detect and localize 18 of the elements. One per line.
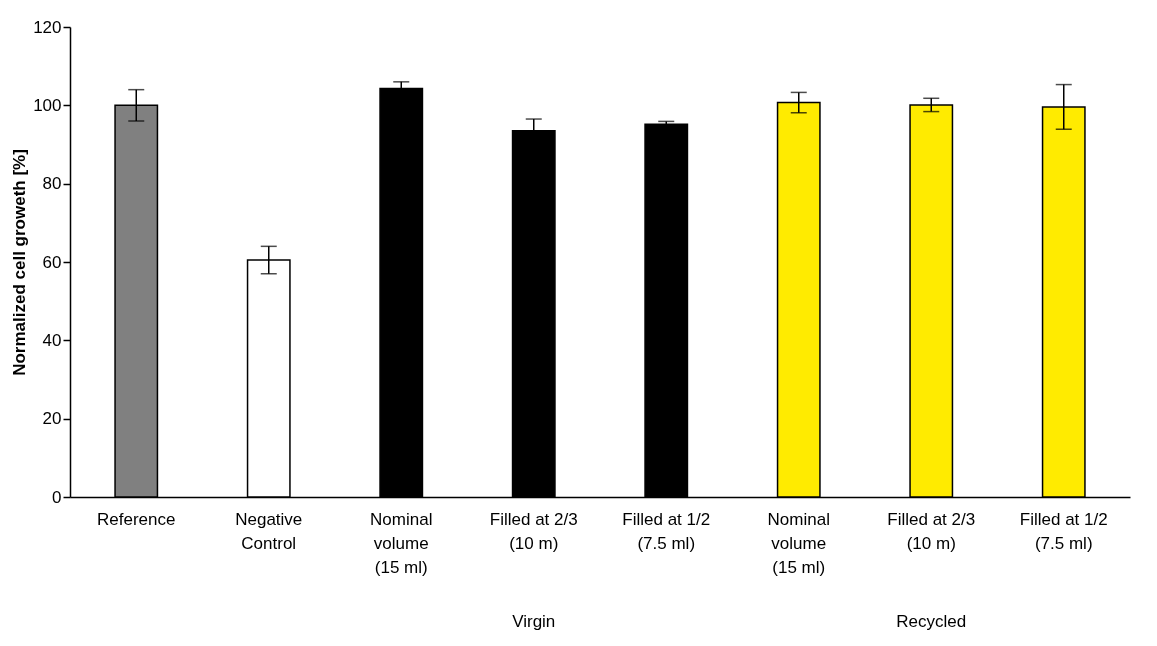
y-tick-label: 20 (42, 409, 62, 429)
y-tick-label: 0 (52, 487, 62, 507)
y-axis-title: Normalized cell groweth [%] (10, 149, 30, 376)
y-tick-label: 80 (42, 174, 62, 194)
y-tick-label: 120 (33, 17, 62, 37)
x-tick-label: Filled at 1/2 (7.5 ml) (622, 509, 711, 553)
x-tick-label: Filled at 2/3 (10 m) (489, 509, 578, 553)
y-tick-label: 100 (33, 95, 62, 115)
x-tick-label: Reference (97, 509, 176, 529)
y-tick-label: 40 (42, 330, 62, 350)
x-tick-label: Nominal volume (15 ml) (370, 509, 433, 577)
text: Recycled (896, 612, 967, 631)
text: Virgin (512, 612, 556, 631)
x-tick-label: Nominal volume (15 ml) (767, 509, 830, 577)
x-tick-label: Filled at 2/3 (10 m) (887, 509, 976, 553)
y-tick-label: 60 (42, 252, 62, 272)
x-tick-label: Filled at 1/2 (7.5 ml) (1019, 509, 1108, 553)
x-tick-label: Negative Control (235, 509, 303, 553)
